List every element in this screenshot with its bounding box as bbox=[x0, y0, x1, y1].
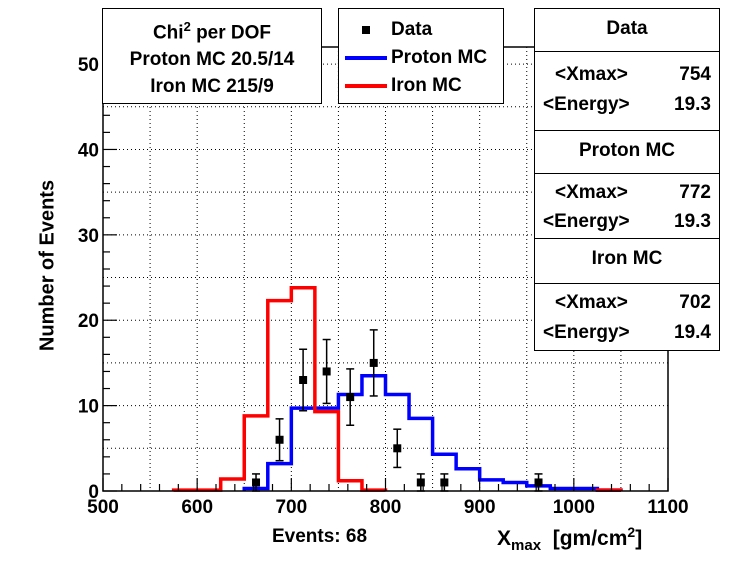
y-tick-label: 0 bbox=[88, 482, 99, 503]
chi-square-box: Chi2 per DOF Proton MC 20.5/14 Iron MC 2… bbox=[102, 8, 322, 104]
legend: Data Proton MC Iron MC bbox=[338, 8, 504, 104]
x-axis-title: Xmax [gm/cm2] bbox=[497, 524, 643, 555]
legend-label-iron: Iron MC bbox=[391, 75, 462, 96]
legend-item-data: Data bbox=[339, 17, 432, 43]
y-tick-label: 20 bbox=[78, 311, 99, 332]
stat-title-iron: Iron MC bbox=[534, 238, 720, 284]
stat-values-iron: <Xmax> 702 <Energy> 19.4 bbox=[534, 283, 720, 351]
legend-line-proton bbox=[345, 45, 387, 71]
stat-title-data: Data bbox=[534, 8, 720, 52]
data-point bbox=[322, 338, 331, 405]
events-label: Events: 68 bbox=[272, 526, 368, 547]
data-point bbox=[346, 368, 355, 427]
legend-marker-data bbox=[345, 17, 387, 43]
x-tick-label: 1100 bbox=[647, 497, 688, 518]
data-point bbox=[393, 428, 402, 469]
chi-iron: Iron MC 215/9 bbox=[150, 76, 274, 98]
y-tick-label: 30 bbox=[78, 226, 99, 247]
legend-item-iron: Iron MC bbox=[339, 73, 462, 99]
stat-values-data: <Xmax> 754 <Energy> 19.3 bbox=[534, 51, 720, 131]
y-tick-label: 40 bbox=[78, 140, 99, 161]
legend-label-data: Data bbox=[391, 19, 433, 40]
tick-labels: 500 600 700 800 900 1000 1100 0 10 20 30 40 50 bbox=[78, 55, 689, 518]
data-points bbox=[252, 329, 543, 492]
data-point bbox=[299, 348, 308, 412]
y-tick-label: 10 bbox=[78, 397, 99, 418]
chi-proton: Proton MC 20.5/14 bbox=[129, 49, 295, 71]
stat-values-proton: <Xmax> 772 <Energy> 19.3 bbox=[534, 173, 720, 239]
hist-proton-mc bbox=[242, 373, 623, 492]
y-axis-title: Number of Events bbox=[36, 179, 59, 352]
legend-item-proton: Proton MC bbox=[339, 45, 487, 71]
stat-title-proton: Proton MC bbox=[534, 130, 720, 174]
legend-line-iron bbox=[345, 73, 387, 99]
data-point bbox=[275, 418, 284, 462]
legend-label-proton: Proton MC bbox=[391, 47, 488, 68]
x-tick-label: 1000 bbox=[553, 497, 595, 518]
x-tick-label: 600 bbox=[181, 497, 213, 518]
x-tick-label: 700 bbox=[275, 497, 307, 518]
chi-title: Chi2 per DOF bbox=[152, 19, 272, 44]
x-tick-label: 900 bbox=[464, 497, 496, 518]
x-tick-label: 800 bbox=[370, 497, 402, 518]
y-tick-label: 50 bbox=[78, 55, 99, 76]
data-point bbox=[369, 329, 378, 397]
x-tick-label: 500 bbox=[87, 497, 119, 518]
